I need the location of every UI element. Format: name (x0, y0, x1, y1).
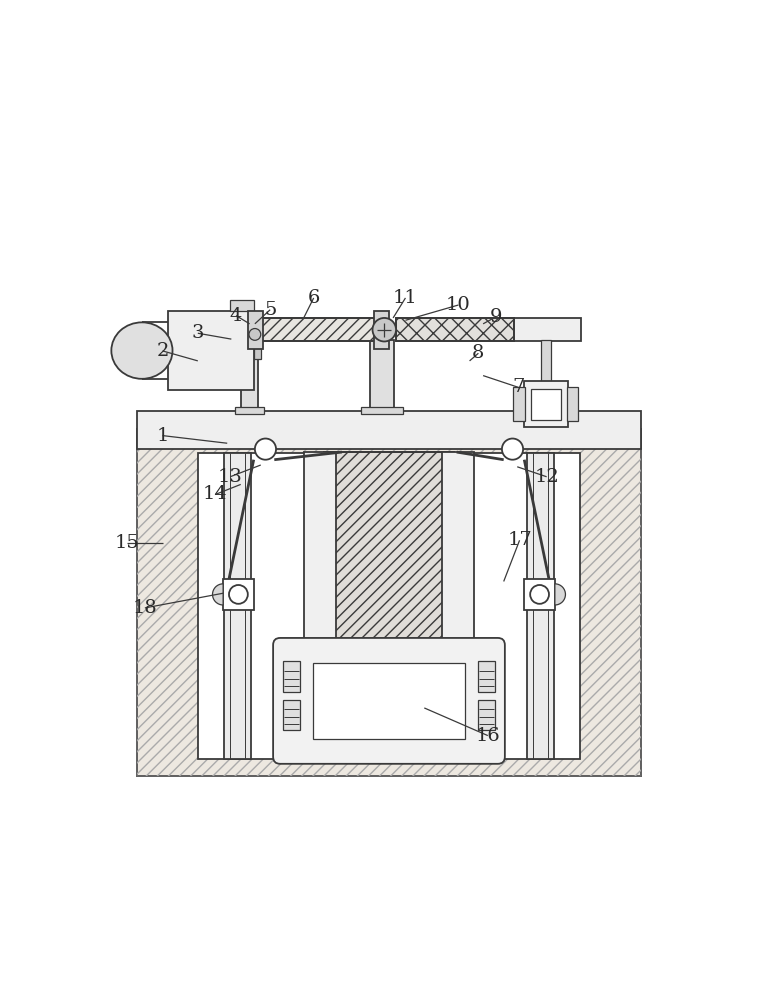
Text: 6: 6 (307, 289, 320, 307)
Wedge shape (213, 584, 223, 605)
Bar (168, 311, 254, 390)
Bar (304, 452, 336, 658)
Bar (282, 700, 300, 730)
Text: 1: 1 (156, 427, 168, 445)
Circle shape (373, 318, 396, 341)
Bar (137, 429, 641, 776)
Bar (324, 452, 454, 658)
Circle shape (229, 585, 247, 604)
Text: 16: 16 (475, 727, 500, 745)
Text: 8: 8 (472, 344, 484, 362)
Bar (528, 453, 554, 759)
Bar (247, 311, 263, 349)
FancyBboxPatch shape (273, 638, 505, 764)
Bar (374, 311, 389, 349)
Bar (324, 452, 454, 658)
Circle shape (255, 439, 276, 460)
Circle shape (249, 329, 261, 340)
Bar (137, 411, 641, 449)
Bar (541, 340, 551, 383)
Bar (513, 387, 525, 421)
Bar (253, 318, 385, 341)
Bar (524, 579, 555, 610)
Bar (198, 453, 580, 759)
Text: 13: 13 (218, 468, 243, 486)
Bar (230, 300, 254, 311)
Bar (396, 318, 514, 341)
Bar (137, 429, 641, 776)
Bar (235, 407, 264, 414)
Text: 14: 14 (203, 485, 228, 503)
Bar (225, 453, 250, 759)
Bar (253, 318, 385, 341)
Bar (313, 663, 465, 739)
Text: 18: 18 (133, 599, 157, 617)
Bar (241, 352, 258, 411)
Circle shape (502, 439, 523, 460)
Bar (370, 340, 394, 411)
Wedge shape (555, 584, 565, 605)
Text: 12: 12 (534, 468, 559, 486)
Text: 7: 7 (512, 378, 524, 396)
Bar (282, 661, 300, 692)
Text: 9: 9 (490, 308, 502, 326)
Bar (478, 700, 496, 730)
Text: 17: 17 (507, 531, 532, 549)
Bar (514, 318, 581, 341)
Bar (442, 452, 474, 658)
Text: 4: 4 (230, 307, 242, 325)
Bar (223, 579, 254, 610)
Bar (478, 661, 496, 692)
Circle shape (531, 585, 549, 604)
Text: 10: 10 (446, 296, 471, 314)
Text: 11: 11 (393, 289, 418, 307)
Text: 5: 5 (264, 301, 276, 319)
Bar (396, 318, 514, 341)
Bar (524, 381, 568, 427)
Bar (254, 342, 261, 359)
Bar (531, 389, 561, 420)
Bar (361, 407, 402, 414)
Text: 2: 2 (156, 342, 168, 360)
Text: 3: 3 (191, 324, 204, 342)
Bar (370, 655, 408, 690)
Bar (567, 387, 578, 421)
Ellipse shape (112, 322, 172, 379)
Text: 15: 15 (115, 534, 140, 552)
